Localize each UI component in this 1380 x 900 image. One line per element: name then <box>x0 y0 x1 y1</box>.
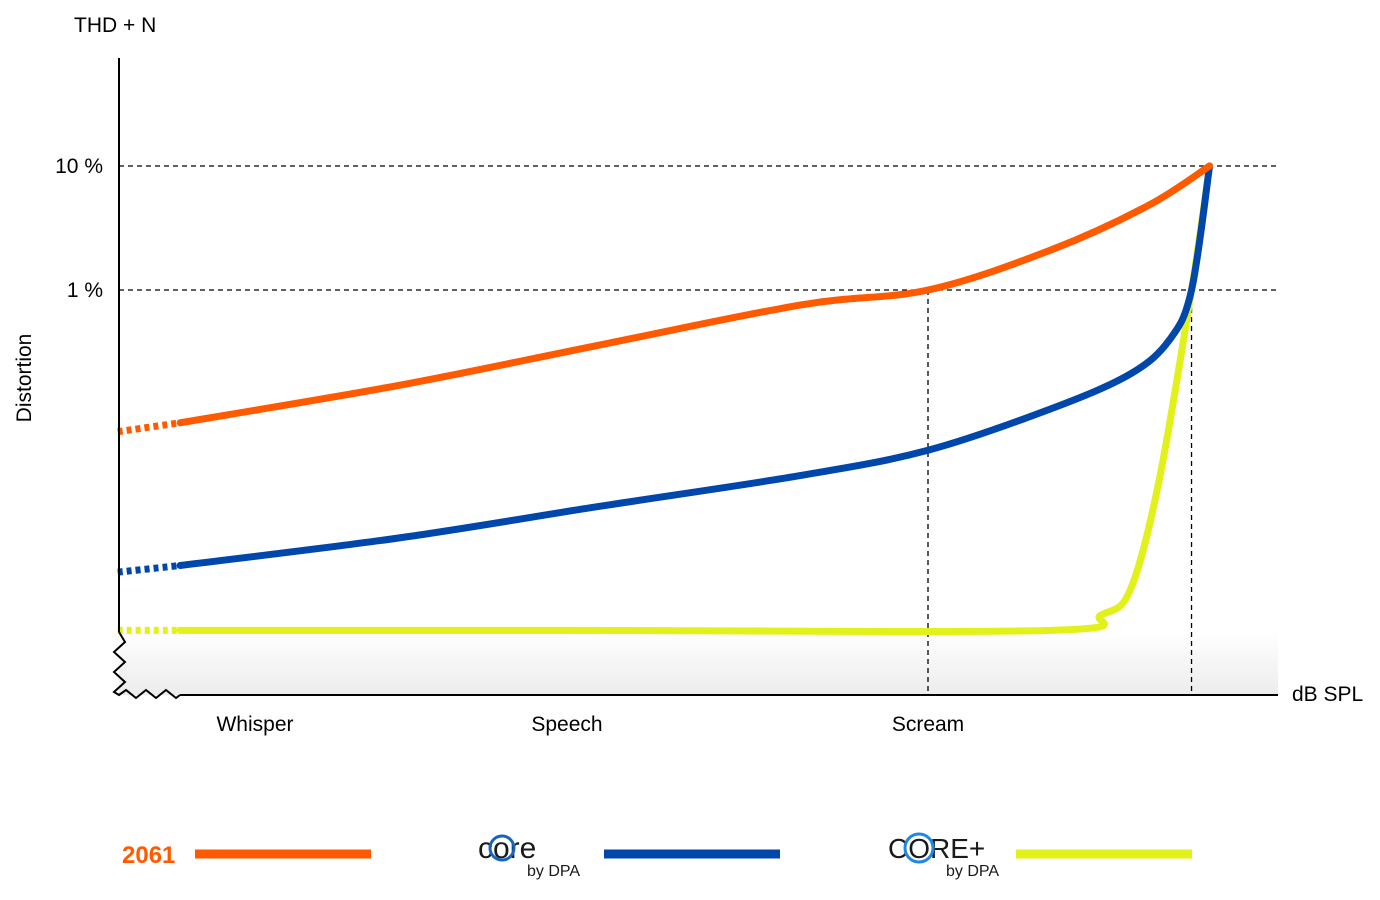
core-plus-logo-disc-icon <box>903 832 935 864</box>
y-tick-label: 1 % <box>67 279 103 302</box>
series-line-1 <box>176 162 1214 570</box>
series-dotted-1 <box>117 562 181 576</box>
series-dotted-0 <box>117 419 181 436</box>
x-tick-label: Scream <box>892 713 964 736</box>
core-plus-logo-text: CORE+ <box>888 833 985 864</box>
core-logo-sub: by DPA <box>527 863 580 880</box>
core-plus-logo: CORE+ by DPA <box>888 832 999 880</box>
core-logo-disc-icon <box>488 834 516 862</box>
series-line-0 <box>176 162 1214 427</box>
x-tick-label: Whisper <box>216 713 293 736</box>
y-tick-label: 10 % <box>55 155 103 178</box>
noise-floor-band <box>119 632 1278 695</box>
legend-2061-label: 2061 <box>122 842 175 869</box>
y-axis-break <box>112 631 181 700</box>
series-line-2 <box>176 162 1214 635</box>
x-tick-label: Speech <box>531 713 602 736</box>
core-plus-logo-sub: by DPA <box>946 863 999 880</box>
y-axis-label: Distortion <box>13 334 36 423</box>
x-axis-label: dB SPL <box>1292 683 1363 706</box>
y-axis-top-label: THD + N <box>74 14 156 37</box>
core-logo: core by DPA <box>478 832 580 880</box>
